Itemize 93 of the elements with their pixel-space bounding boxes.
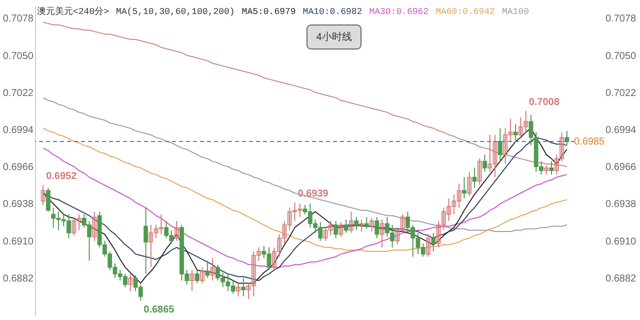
- annotation: 0.6939: [298, 188, 329, 200]
- candlestick: [441, 207, 446, 231]
- candlestick: [287, 207, 292, 231]
- line-series: [42, 148, 568, 268]
- candlestick: [76, 214, 82, 231]
- candlestick: [328, 220, 333, 236]
- y-tick-label: 0.6910: [2, 236, 34, 248]
- y-tick-label: 0.7078: [2, 14, 34, 25]
- candlestick: [498, 128, 502, 162]
- candlestick: [467, 171, 472, 196]
- candlestick: [128, 273, 133, 292]
- candlestick: [354, 216, 359, 231]
- y2-tick-label: 0.6882: [606, 273, 637, 284]
- candlestick: [144, 207, 148, 274]
- candlestick: [544, 164, 549, 176]
- candlestick: [349, 211, 354, 234]
- y-tick-label: 0.6994: [2, 125, 34, 136]
- candlestick: [564, 130, 570, 146]
- candlestick: [251, 250, 256, 297]
- candlestick: [482, 154, 487, 172]
- text: MA30:0.6962: [369, 7, 429, 17]
- candlestick: [359, 219, 364, 232]
- candlestick: [282, 220, 287, 244]
- candlestick: [395, 227, 400, 246]
- candlestick: [323, 227, 328, 242]
- chart-title: 澳元美元<240分>: [37, 6, 110, 17]
- chart-subtitle: MA(5,10,30,60,100,200): [116, 7, 235, 17]
- candlestick: [236, 282, 240, 297]
- candlestick: [370, 218, 374, 232]
- y-tick-label: 0.6882: [2, 273, 34, 284]
- candlestick: [200, 266, 204, 284]
- y2-tick-label: 0.7078: [606, 14, 637, 25]
- candlestick: [426, 234, 430, 258]
- y2-tick-label: 0.7050: [606, 50, 637, 62]
- candlestick: [477, 158, 482, 186]
- candlestick: [452, 194, 456, 215]
- candlestick: [344, 219, 348, 234]
- candlestick: [508, 118, 513, 142]
- y2-tick-label: 0.6994: [606, 125, 637, 136]
- candlestick: [256, 246, 261, 262]
- candlestick: [205, 260, 210, 278]
- text: MA100: [502, 7, 530, 17]
- candlestick: [174, 220, 179, 242]
- candlestick: [456, 183, 462, 208]
- candlestick: [364, 216, 369, 230]
- text: MA60:0.6942: [436, 7, 496, 17]
- y-tick-label: 0.6966: [2, 162, 34, 174]
- candlestick: [40, 184, 46, 206]
- candlestick: [400, 214, 405, 234]
- candlestick: [92, 211, 97, 242]
- candlestick: [292, 202, 297, 222]
- candlestick: [272, 246, 276, 270]
- candlestick: [194, 269, 200, 284]
- y2-tick-label: 0.7022: [606, 88, 637, 99]
- candlestick: [72, 216, 76, 236]
- candlestick: [513, 124, 518, 141]
- candlestick: [148, 224, 154, 268]
- candlestick: [549, 160, 554, 176]
- y-tick-label: 0.7050: [2, 50, 34, 62]
- candlestick: [374, 216, 380, 239]
- candlestick: [277, 234, 282, 258]
- candlestick: [436, 220, 441, 248]
- ref-line-label: 0.6985: [574, 136, 606, 148]
- candlestick: [518, 117, 523, 138]
- candlestick: [46, 187, 50, 212]
- candlestick: [334, 220, 338, 239]
- candlestick: [462, 176, 466, 199]
- y2-tick-label: 0.6966: [606, 162, 637, 174]
- candlestick: [190, 269, 194, 292]
- candlestick: [241, 277, 246, 297]
- candlestick: [298, 203, 302, 218]
- candlestick: [210, 258, 215, 282]
- candlestick: [554, 154, 559, 176]
- candlestick: [159, 214, 164, 235]
- y2-tick-label: 0.6938: [606, 199, 637, 210]
- annotation: 4小时线: [316, 31, 352, 43]
- annotation: 0.7008: [528, 96, 560, 108]
- candlestick: [338, 222, 344, 238]
- candlestick: [524, 110, 528, 133]
- candlestick: [380, 219, 384, 248]
- y-tick-label: 0.7022: [2, 88, 34, 99]
- candlestick: [446, 198, 451, 222]
- candlestick: [560, 132, 564, 162]
- candlestick: [503, 128, 508, 164]
- candlestick: [431, 232, 436, 252]
- annotation: 0.6865: [144, 304, 175, 316]
- y-tick-label: 0.6938: [2, 199, 34, 210]
- candlestick: [154, 224, 158, 239]
- text: MA5:0.6979: [242, 7, 296, 17]
- y2-tick-label: 0.6910: [606, 236, 637, 248]
- candlestick: [488, 134, 492, 172]
- text: MA10:0.6982: [302, 7, 362, 17]
- annotation: 0.6952: [46, 171, 78, 182]
